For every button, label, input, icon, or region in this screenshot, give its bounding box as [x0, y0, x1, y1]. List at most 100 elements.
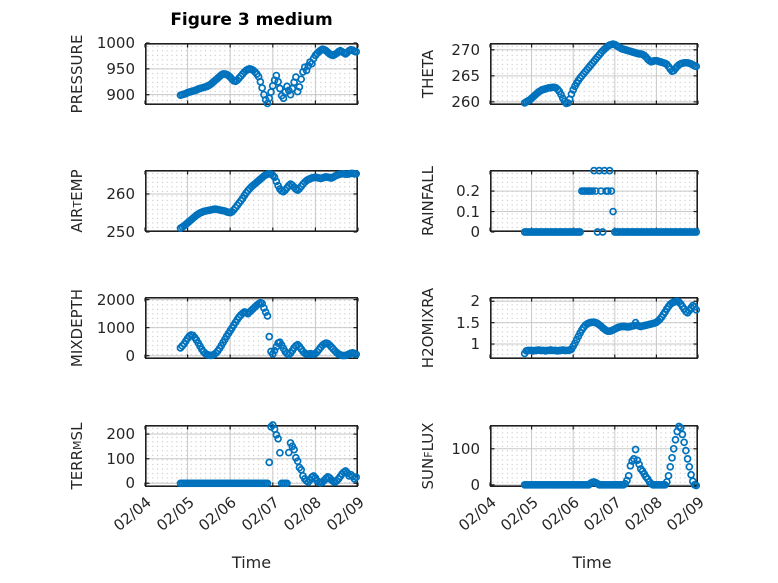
- mixdepth-chart: [144, 297, 361, 360]
- data-point: [564, 99, 572, 107]
- data-point: [624, 471, 633, 480]
- data-point: [609, 207, 617, 216]
- data-point: [276, 448, 284, 457]
- sun-flux-series: [520, 422, 701, 490]
- pressure-ylabel-part: PRESSURE: [68, 34, 86, 114]
- data-point: [604, 187, 612, 195]
- data-point: [680, 438, 688, 447]
- terr-msl-ylabel-part: M: [70, 440, 84, 450]
- data-point: [265, 458, 274, 467]
- sun-flux-ylabel-part: F: [421, 451, 435, 458]
- terr-msl-chart: [144, 421, 361, 488]
- data-point: [295, 83, 304, 91]
- h2omixra-ylabel-part: H2OMIXRA: [419, 287, 437, 369]
- sun-flux-ylabel-part: LUX: [419, 422, 437, 452]
- data-point: [268, 421, 277, 429]
- data-point: [576, 228, 584, 236]
- data-point: [274, 434, 282, 443]
- data-point: [678, 430, 687, 439]
- data-point: [692, 481, 701, 490]
- mixdepth-series: [176, 298, 361, 360]
- terr-msl-ytick-label: 200: [106, 425, 135, 444]
- air-temp-ytick-label: 250: [106, 223, 135, 241]
- terr-msl-ytick-label: 100: [106, 449, 135, 468]
- data-point: [258, 84, 267, 92]
- h2omixra-ytick-label: 2: [470, 292, 480, 311]
- plot-theta: [489, 40, 701, 108]
- theta-chart: [489, 40, 701, 108]
- pressure-ytick-label: 950: [106, 59, 135, 78]
- air-temp-series: [176, 169, 361, 233]
- rainfall-ylabel: RAINFALL: [418, 131, 438, 271]
- terr-msl-ylabel-part: SL: [68, 422, 86, 441]
- xlabel-left-column: Time: [231, 553, 272, 572]
- pressure-ytick-label: 900: [106, 85, 135, 104]
- mixdepth-ylabel: MIXDEPTH: [67, 258, 87, 398]
- mixdepth-ytick-label: 2000: [96, 290, 135, 309]
- h2omixra-ytick-label: 1.5: [456, 313, 480, 332]
- theta-series: [520, 40, 701, 108]
- data-point: [557, 90, 565, 99]
- plot-sun-flux: [489, 422, 701, 490]
- data-point: [598, 228, 607, 236]
- data-point: [631, 445, 640, 454]
- rainfall-ytick-label: 0.2: [456, 182, 480, 201]
- air-temp-chart: [144, 169, 361, 233]
- data-point: [692, 305, 701, 314]
- rainfall-ytick-label: 0: [470, 223, 480, 241]
- mixdepth-ytick-label: 0: [125, 346, 135, 365]
- pressure-chart: [144, 42, 361, 108]
- data-point: [692, 62, 701, 71]
- data-point: [276, 84, 284, 93]
- rainfall-chart: [489, 166, 701, 236]
- data-point: [671, 435, 680, 444]
- data-point: [350, 475, 359, 483]
- terr-msl-ylabel: TERR M SL: [67, 386, 87, 526]
- data-point: [352, 169, 361, 178]
- plot-air-temp: [144, 169, 361, 233]
- air-temp-ylabel-part: AIR: [68, 207, 86, 233]
- terr-msl-series: [176, 421, 361, 488]
- data-point: [676, 424, 685, 432]
- pressure-series: [176, 45, 361, 108]
- mixdepth-ylabel-part: MIXDEPTH: [68, 288, 86, 368]
- data-point: [263, 312, 272, 320]
- xlabel-right-column: Time: [572, 553, 612, 572]
- theta-ylabel-part: THETA: [419, 49, 437, 99]
- data-point: [687, 470, 695, 479]
- sun-flux-ylabel-part: SUN: [419, 457, 437, 490]
- data-point: [682, 446, 690, 455]
- data-point: [263, 479, 272, 488]
- data-point: [283, 479, 291, 488]
- rainfall-ylabel-part: RAINFALL: [419, 166, 437, 236]
- rainfall-series: [520, 166, 701, 236]
- data-point: [664, 471, 673, 480]
- theta-ytick-label: 270: [451, 40, 480, 59]
- sun-flux-ylabel: SUN F LUX: [418, 386, 438, 526]
- h2omixra-chart: [489, 297, 701, 360]
- plot-rainfall: [489, 166, 701, 236]
- air-temp-ylabel-part: T: [70, 200, 84, 208]
- data-point: [352, 47, 361, 56]
- figure-title: Figure 3 medium: [170, 10, 333, 30]
- sun-flux-ytick-label: 0: [470, 475, 480, 494]
- data-point: [669, 444, 678, 453]
- rainfall-ytick-label: 0.1: [456, 202, 480, 221]
- data-point: [272, 177, 281, 186]
- data-point: [352, 473, 361, 482]
- mixdepth-ytick-label: 1000: [96, 318, 135, 337]
- plot-h2omixra: [489, 297, 701, 360]
- sun-flux-ytick-label: 100: [451, 439, 480, 458]
- plot-terr-msl: [144, 421, 361, 488]
- data-point: [588, 187, 597, 195]
- h2omixra-ytick-label: 1: [470, 335, 480, 354]
- data-point: [272, 430, 281, 439]
- h2omixra-series: [520, 297, 701, 358]
- theta-ytick-label: 260: [451, 92, 480, 111]
- data-point: [633, 456, 642, 465]
- air-temp-ylabel-part: EMP: [68, 169, 86, 201]
- data-point: [261, 308, 270, 317]
- data-point: [297, 75, 306, 84]
- theta-ytick-label: 265: [451, 66, 480, 85]
